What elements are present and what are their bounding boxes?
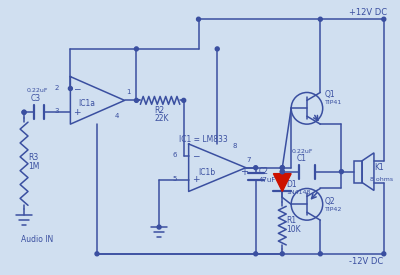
Text: C2: C2	[259, 167, 269, 176]
Circle shape	[280, 166, 284, 170]
Circle shape	[254, 252, 258, 256]
Text: 2: 2	[54, 84, 58, 90]
Circle shape	[254, 166, 258, 170]
Text: −: −	[192, 151, 199, 160]
Text: 1M: 1M	[28, 162, 39, 171]
Text: 22K: 22K	[154, 114, 169, 123]
Text: Q1: Q1	[325, 90, 335, 99]
Circle shape	[196, 17, 200, 21]
Text: 8: 8	[232, 143, 236, 149]
Text: 5: 5	[172, 175, 177, 182]
Circle shape	[340, 170, 343, 174]
Text: 8 ohms: 8 ohms	[370, 177, 393, 182]
Text: R3: R3	[28, 153, 38, 162]
Circle shape	[318, 252, 322, 256]
Text: 1N4148: 1N4148	[286, 190, 311, 195]
Text: C3: C3	[31, 94, 41, 103]
Text: 47uF: 47uF	[259, 177, 276, 183]
Circle shape	[157, 225, 161, 229]
Text: R1: R1	[286, 216, 296, 225]
Text: R2: R2	[154, 106, 164, 115]
Circle shape	[134, 47, 138, 51]
Circle shape	[382, 17, 386, 21]
Text: TIP42: TIP42	[325, 207, 342, 212]
Text: Audio IN: Audio IN	[21, 235, 53, 244]
Text: D1: D1	[286, 180, 297, 189]
Circle shape	[280, 252, 284, 256]
Text: 4: 4	[115, 113, 119, 119]
Text: K1: K1	[374, 163, 384, 172]
Text: 0.22uF: 0.22uF	[27, 88, 48, 93]
Text: -12V DC: -12V DC	[349, 257, 384, 266]
Circle shape	[134, 98, 138, 102]
Circle shape	[22, 110, 26, 114]
Text: TIP41: TIP41	[325, 100, 342, 105]
Text: 1: 1	[126, 89, 131, 95]
Text: +: +	[192, 175, 199, 184]
Circle shape	[182, 98, 186, 102]
Text: +: +	[240, 167, 248, 177]
Text: IC1a: IC1a	[78, 99, 95, 108]
Text: 0.22uF: 0.22uF	[291, 149, 313, 154]
Circle shape	[215, 47, 219, 51]
Text: +: +	[73, 108, 81, 117]
Text: 6: 6	[172, 152, 177, 158]
Circle shape	[280, 170, 284, 174]
Text: Q2: Q2	[325, 197, 335, 206]
Circle shape	[280, 170, 284, 174]
Text: IC1 = LM833: IC1 = LM833	[179, 136, 228, 144]
Circle shape	[382, 252, 386, 256]
Circle shape	[95, 252, 99, 256]
Text: IC1b: IC1b	[198, 168, 216, 177]
Circle shape	[280, 166, 284, 170]
Text: C1: C1	[297, 154, 307, 163]
Text: −: −	[73, 84, 81, 93]
Circle shape	[318, 17, 322, 21]
Text: 7: 7	[247, 157, 251, 163]
Text: 3: 3	[54, 108, 58, 114]
Text: +12V DC: +12V DC	[349, 8, 388, 17]
Text: 10K: 10K	[286, 225, 301, 233]
Circle shape	[22, 110, 26, 114]
Circle shape	[68, 87, 72, 90]
Polygon shape	[274, 174, 291, 191]
